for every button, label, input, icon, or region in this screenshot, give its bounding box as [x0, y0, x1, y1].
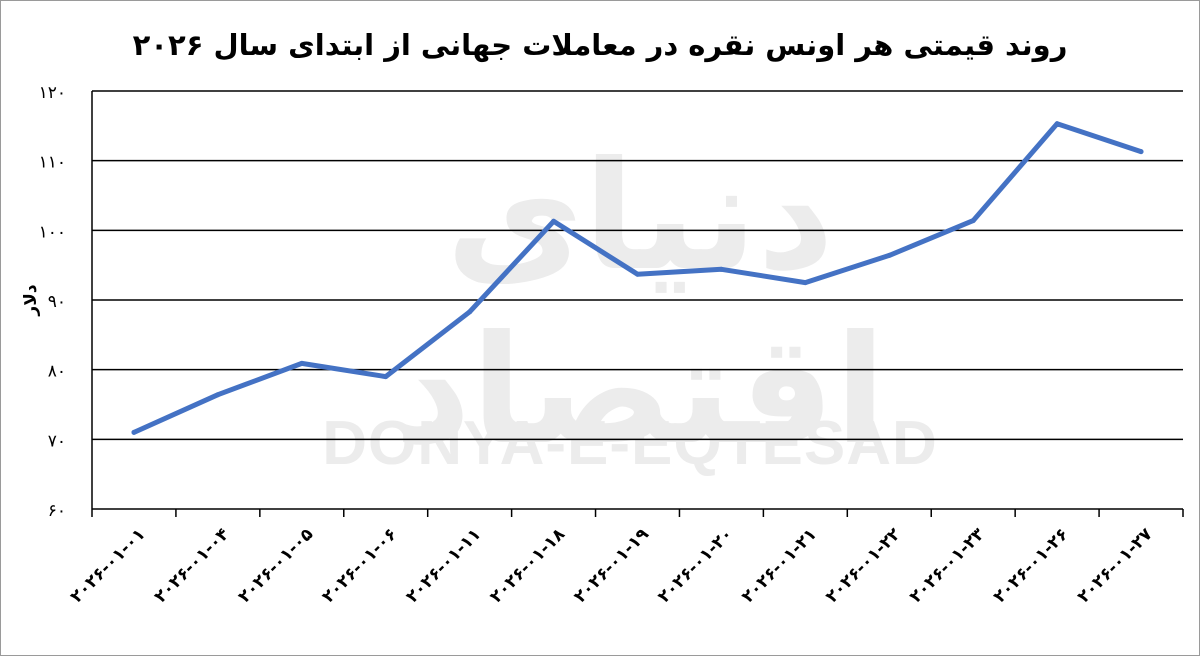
x-tick-label: ۲۰۲۶-۰۱-۲۰: [654, 524, 737, 607]
data-point: [718, 266, 724, 272]
x-tick-label: ۲۰۲۶-۰۱-۱۱: [402, 524, 485, 607]
data-point: [383, 374, 389, 380]
data-point: [802, 280, 808, 286]
y-tick-label: ۹۰: [48, 292, 66, 312]
y-tick-label: ۸۰: [48, 362, 66, 382]
x-tick-label: ۲۰۲۶-۰۱-۱۸: [486, 524, 569, 607]
data-point: [215, 392, 221, 398]
data-point: [299, 360, 305, 366]
data-point: [886, 252, 892, 258]
data-point: [635, 271, 640, 277]
x-tick-label: ۲۰۲۶-۰۱-۰۶: [318, 524, 401, 607]
data-point: [1054, 121, 1060, 127]
x-tick-label: ۲۰۲۶-۰۱-۲۲: [822, 524, 905, 607]
data-point: [970, 218, 976, 224]
y-tick-label: ۷۰: [48, 431, 66, 451]
y-tick-label: ۱۱۰: [39, 153, 66, 173]
data-point: [467, 309, 473, 315]
y-tick-label: ۶۰: [48, 501, 66, 521]
y-tick-label: ۱۰۰: [39, 222, 66, 242]
y-axis-label: دلار: [21, 284, 41, 316]
x-tick-label: ۲۰۲۶-۰۱-۰۱: [67, 524, 150, 607]
x-tick-label: ۲۰۲۶-۰۱-۲۱: [738, 524, 821, 607]
data-point: [551, 218, 557, 224]
series-line: [131, 121, 1144, 435]
chart-title: روند قیمتی هر اونس نقره در معاملات جهانی…: [132, 28, 1068, 62]
x-tick-label: ۲۰۲۶-۰۱-۰۵: [235, 524, 318, 607]
x-tick-label: ۲۰۲۶-۰۱-۰۴: [151, 524, 234, 607]
x-tick-label: ۲۰۲۶-۰۱-۲۷: [1074, 524, 1157, 607]
watermark-english: DONYA-E-EQTESAD: [322, 409, 938, 478]
data-point: [1138, 149, 1144, 155]
x-tick-label: ۲۰۲۶-۰۱-۲۶: [990, 524, 1073, 607]
x-tick-label: ۲۰۲۶-۰۱-۱۹: [570, 524, 653, 607]
y-tick-label: ۱۲۰: [39, 83, 66, 103]
data-point: [131, 429, 137, 435]
x-tick-label: ۲۰۲۶-۰۱-۲۳: [906, 524, 989, 607]
